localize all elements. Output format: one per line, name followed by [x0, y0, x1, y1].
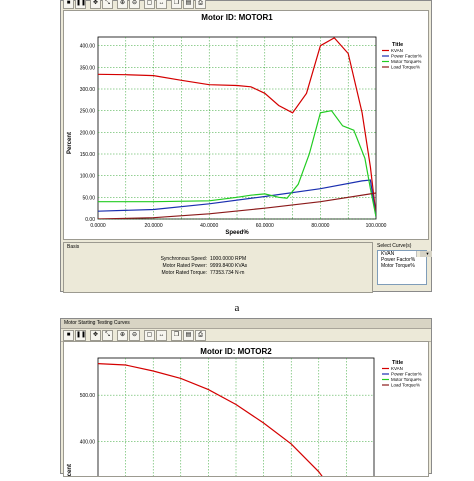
chart-title: Motor ID: MOTOR1	[201, 13, 273, 22]
y-tick-label: 100.00	[80, 174, 96, 180]
stop-icon[interactable]: ■	[63, 0, 74, 9]
y-tick-label: 400.00	[80, 44, 96, 50]
basis-value: 77353.734 N·m	[210, 270, 245, 276]
x-tick-label: 80.0000	[311, 223, 329, 229]
select-rect-icon[interactable]: ▢	[144, 0, 155, 9]
y-tick-label: 200.00	[80, 130, 96, 136]
basis-key: Synchronous Speed:	[160, 256, 207, 262]
basis-label: Basis	[67, 244, 80, 250]
motor1-chart-panel: Motor ID: MOTOR1 0.00 50.00 100.00 150.00 200…	[63, 10, 429, 240]
pause-icon[interactable]: ❚❚	[75, 0, 86, 9]
basis-row-sync-speed: Synchronous Speed: 1000.0000 RPM	[64, 256, 372, 262]
copy-icon[interactable]: ❐	[171, 329, 182, 341]
pan-icon[interactable]: ✥	[90, 329, 101, 341]
x-tick-label: 40.0000	[200, 223, 218, 229]
legend-entry-load-torque: Load Torque%	[391, 383, 420, 388]
window-title: Motor Starting Testing Curves	[61, 319, 431, 329]
series-line-kvan	[98, 37, 376, 215]
pause-icon[interactable]: ❚❚	[75, 329, 86, 341]
y-tick-label: 150.00	[80, 152, 96, 158]
x-tick-label: 100.0000	[366, 223, 387, 229]
figure-caption: a	[234, 302, 240, 314]
pan-icon[interactable]: ✥	[90, 0, 101, 9]
print-icon[interactable]: ⎙	[195, 329, 206, 341]
legend-entry-motor-torque: Motor Torque%	[391, 59, 421, 64]
basis-row-rated-power: Motor Rated Power: 9999.8400 KVAs	[64, 263, 372, 269]
y-tick-label: 500.00	[80, 393, 96, 399]
legend-title: Title	[392, 360, 403, 366]
zoom-out-icon[interactable]: ⊖	[129, 0, 140, 9]
save-icon[interactable]: ▤	[183, 329, 194, 341]
x-tick-label: 20.0000	[145, 223, 163, 229]
y-tick-label: 350.00	[80, 65, 96, 71]
series-line-motor-torque	[98, 110, 376, 217]
legend-entry-kvan: KVAN	[391, 48, 403, 53]
print-icon[interactable]: ⎙	[195, 0, 206, 9]
legend-entry-power-factor: Power Factor%	[391, 54, 422, 59]
basis-key: Motor Rated Power:	[162, 263, 207, 269]
scroll-down-icon[interactable]: ▼	[420, 251, 432, 257]
save-icon[interactable]: ▤	[183, 0, 194, 9]
legend-entry-load-torque: Load Torque%	[391, 65, 420, 70]
basis-row-rated-torque: Motor Rated Torque: 77353.734 N·m	[64, 270, 372, 276]
y-tick-label: 0.00	[85, 217, 95, 223]
copy-icon[interactable]: ❐	[171, 0, 182, 9]
series-line-kvan	[98, 363, 327, 481]
x-axis-label: Speed%	[225, 230, 249, 236]
select-curves-listbox[interactable]: KVAN Power Factor% Motor Torque% ▲ ▼	[377, 250, 432, 285]
x-tick-label: 0.0000	[90, 223, 106, 229]
chart-toolbar: ■ ❚❚ ✥ ⤡ ⊕ ⊖ ▢ ↔ ❐ ▤ ⎙	[61, 0, 431, 9]
motor2-chart: Motor ID: MOTOR2300.00400.00500.00Percen…	[67, 347, 422, 481]
select-curves-panel: Select Curve(s) KVAN Power Factor% Motor…	[375, 242, 432, 291]
motor1-curves-window: ■ ❚❚ ✥ ⤡ ⊕ ⊖ ▢ ↔ ❐ ▤ ⎙ Motor ID: MOTOR1 0…	[60, 0, 432, 293]
zoom-region-icon[interactable]: ⤡	[102, 329, 113, 341]
legend-entry-motor-torque: Motor Torque%	[391, 377, 421, 382]
motor1-chart: Motor ID: MOTOR1 0.00 50.00 100.00 150.00 200…	[67, 13, 422, 236]
y-tick-label: 250.00	[80, 109, 96, 115]
chart-title: Motor ID: MOTOR2	[200, 347, 272, 356]
curve-option-power-factor[interactable]: Power Factor%	[381, 257, 416, 263]
series-line-load-torque	[98, 192, 376, 219]
curve-option-kvan[interactable]: KVAN	[381, 251, 395, 257]
motor2-chart-panel: Motor ID: MOTOR2300.00400.00500.00Percen…	[63, 341, 429, 481]
zoom-in-icon[interactable]: ⊕	[117, 329, 128, 341]
basis-key: Motor Rated Torque:	[161, 270, 208, 276]
y-tick-label: 400.00	[80, 440, 96, 446]
y-tick-label: 50.00	[82, 195, 95, 201]
legend-title: Title	[392, 42, 403, 48]
zoom-out-icon[interactable]: ⊖	[129, 329, 140, 341]
basis-value: 9999.8400 KVAs	[210, 263, 248, 269]
chart-toolbar: ■ ❚❚ ✥ ⤡ ⊕ ⊖ ▢ ↔ ❐ ▤ ⎙	[61, 329, 431, 342]
fit-icon[interactable]: ↔	[156, 0, 167, 9]
x-tick-label: 60.0000	[256, 223, 274, 229]
listbox-scrollbar[interactable]: ▲ ▼	[416, 251, 432, 257]
zoom-in-icon[interactable]: ⊕	[117, 0, 128, 9]
fit-icon[interactable]: ↔	[156, 329, 167, 341]
basis-panel: Basis Synchronous Speed: 1000.0000 RPM M…	[63, 242, 373, 293]
legend-entry-power-factor: Power Factor%	[391, 372, 422, 377]
y-axis-label: Percent	[67, 464, 73, 476]
zoom-region-icon[interactable]: ⤡	[102, 0, 113, 9]
motor2-curves-window: Motor Starting Testing Curves ■ ❚❚ ✥ ⤡ ⊕…	[60, 318, 432, 481]
y-tick-label: 300.00	[80, 87, 96, 93]
y-axis-label: Percent	[67, 132, 73, 154]
select-rect-icon[interactable]: ▢	[144, 329, 155, 341]
legend-entry-kvan: KVAN	[391, 366, 403, 371]
basis-value: 1000.0000 RPM	[210, 256, 247, 262]
stop-icon[interactable]: ■	[63, 329, 74, 341]
curve-option-motor-torque[interactable]: Motor Torque%	[381, 263, 415, 269]
select-curves-label: Select Curve(s)	[377, 243, 412, 249]
